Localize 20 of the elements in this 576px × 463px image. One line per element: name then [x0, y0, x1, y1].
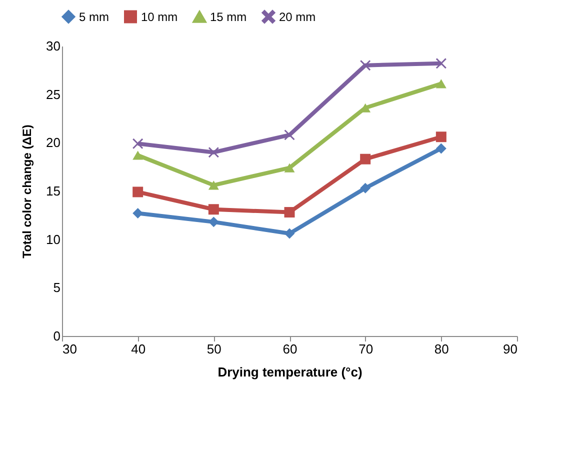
y-tick-label: 25: [46, 86, 60, 102]
x-tick-label: 80: [434, 342, 449, 356]
legend-label: 5 mm: [79, 10, 110, 24]
y-tick-label: 15: [46, 184, 60, 198]
x-tick-label: 60: [282, 342, 298, 356]
y-tick-label: 20: [46, 135, 60, 150]
legend-label: 20 mm: [279, 10, 316, 24]
legend-label: 15 mm: [210, 10, 247, 24]
x-tick-label: 90: [503, 342, 518, 356]
x-tick-label: 70: [358, 342, 374, 356]
y-tick-label: 30: [46, 38, 60, 54]
y-axis-title: Total color change (ΔE): [20, 124, 34, 258]
y-tick-label: 5: [53, 280, 60, 296]
y-tick-label: 0: [53, 328, 60, 344]
x-axis-title: Drying temperature (°c): [218, 364, 362, 380]
x-tick-label: 30: [62, 342, 77, 356]
x-tick-label: 40: [131, 342, 146, 356]
legend-label: 10 mm: [141, 10, 178, 24]
y-tick-label: 10: [46, 232, 60, 247]
x-tick-label: 50: [206, 342, 222, 356]
